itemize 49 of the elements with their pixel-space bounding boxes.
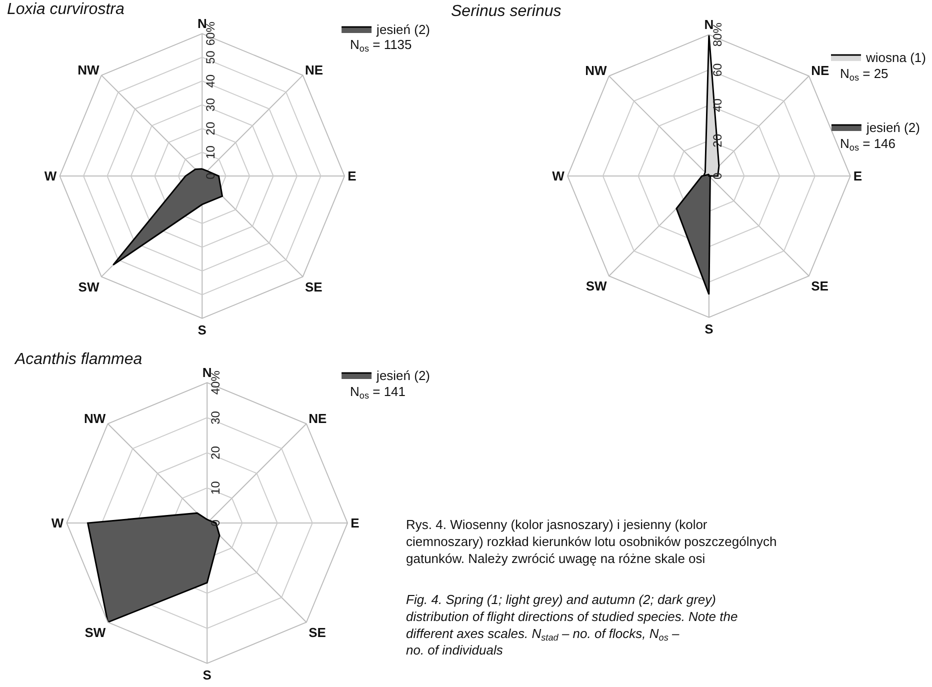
chart-title: Serinus serinus bbox=[451, 3, 562, 20]
y-tick-label: 60 bbox=[710, 62, 724, 77]
legend-label: jesień (2) bbox=[376, 368, 430, 384]
legend-label: jesień (2) bbox=[865, 120, 920, 136]
y-tick-label: 40 bbox=[710, 98, 724, 112]
y-tick-label: 10 bbox=[204, 145, 218, 159]
spoke-label: SW bbox=[84, 624, 106, 640]
y-tick-label: 30 bbox=[208, 410, 223, 424]
spoke-label: S bbox=[202, 667, 212, 682]
spoke-label: W bbox=[51, 516, 64, 531]
y-tick-label: 40 bbox=[204, 74, 218, 88]
text: N$_{os}$ = 1135 bbox=[350, 37, 412, 54]
spoke-label: NE bbox=[811, 63, 830, 78]
text: N$_{os}$ = 25 bbox=[840, 66, 888, 83]
spoke-label: E bbox=[853, 168, 862, 184]
spoke-label: NE bbox=[308, 410, 327, 426]
spoke-label: SE bbox=[305, 279, 323, 294]
spoke-label: W bbox=[44, 168, 58, 184]
spoke-label: NW bbox=[585, 63, 608, 78]
chart-title: Acanthis flammea bbox=[14, 351, 142, 368]
text: N$_{os}$ = 141 bbox=[350, 384, 406, 401]
text: Rys. 4. Wiosenny (kolor jasnoszary) i jesienny (kolor ciemnoszary) rozkład kierunków lotu osobników poszczególnych gatunków. Należy zwrócić uwagę na różne skale osi bbox=[406, 517, 777, 566]
y-tick-label: 10 bbox=[208, 480, 223, 495]
legend-label: wiosna (1) bbox=[865, 50, 926, 66]
y-tick-label: 20 bbox=[208, 446, 223, 460]
text: Fig. 4. Spring (1; light grey) and autumn (2; dark grey) distribution of flight directions of studied species. Note the different axes scales. N$_{stad}$ – no. of flocks, N$_{os}$ – no. of individuals bbox=[406, 592, 738, 658]
chart-title: Loxia curvirostra bbox=[7, 1, 124, 18]
y-tick-label: 50 bbox=[204, 50, 218, 64]
spoke-label: E bbox=[350, 516, 360, 531]
spoke-label: NW bbox=[84, 410, 106, 426]
y-tick-label: 0 bbox=[208, 519, 223, 526]
spoke-label: W bbox=[552, 168, 566, 184]
spoke-label: NW bbox=[78, 62, 100, 78]
spoke-label: SE bbox=[811, 278, 829, 294]
spoke-label: S bbox=[704, 321, 714, 336]
spoke-label: SE bbox=[308, 624, 326, 640]
spoke-label: SW bbox=[78, 279, 100, 294]
spoke-label: SW bbox=[586, 278, 608, 294]
y-tick-label: 30 bbox=[204, 98, 218, 112]
y-tick-label: 0 bbox=[710, 172, 724, 180]
legend-label: jesień (2) bbox=[376, 22, 430, 38]
spoke-label: N bbox=[202, 364, 212, 380]
y-tick-label: 20 bbox=[710, 134, 724, 148]
text: N$_{os}$ = 146 bbox=[840, 136, 896, 153]
spoke-label: NE bbox=[305, 62, 324, 78]
spoke-label: N bbox=[197, 16, 207, 31]
spoke-label: E bbox=[348, 168, 357, 184]
spoke-label: S bbox=[198, 322, 207, 338]
y-tick-label: 20 bbox=[204, 122, 218, 136]
